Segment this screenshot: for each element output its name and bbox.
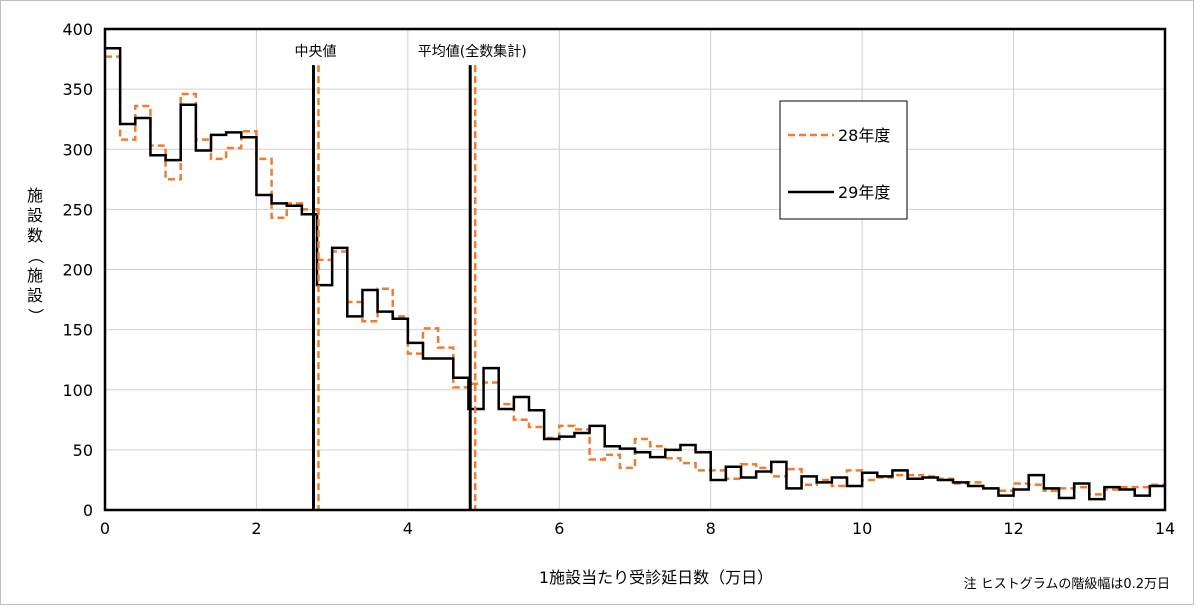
marker-label-2: 平均値(全数集計) <box>418 43 527 60</box>
x-tick-label-2: 4 <box>403 519 413 538</box>
y-axis-ticks: 0 50 100 150 200 250 300 350 400 <box>62 20 93 520</box>
y-tick-label-7: 350 <box>62 80 93 99</box>
y-axis-label: 施設数（施設） <box>26 186 45 324</box>
y-label-char-2: 数 <box>27 226 43 245</box>
y-tick-label-2: 100 <box>62 381 93 400</box>
x-tick-label-7: 14 <box>1155 519 1175 538</box>
y-label-char-0: 施 <box>27 186 43 205</box>
y-label-char-6: ） <box>26 308 45 324</box>
series-line-1 <box>105 55 1165 496</box>
x-tick-label-5: 10 <box>852 519 872 538</box>
series-layer <box>105 46 1165 501</box>
y-label-char-1: 設 <box>27 206 43 225</box>
footnote: 注 ヒストグラムの階級幅は0.2万日 <box>964 577 1170 592</box>
grid-lines <box>104 28 1166 511</box>
legend: 28年度 29年度 <box>779 100 908 220</box>
x-axis-ticks: 0 2 4 6 8 10 12 14 <box>100 519 1175 538</box>
x-tick-label-6: 12 <box>1003 519 1023 538</box>
x-tick-label-0: 0 <box>100 519 110 538</box>
plot-area-border <box>103 27 1167 512</box>
marker-label-1: 中央値 <box>294 44 336 60</box>
y-tick-label-3: 150 <box>62 321 93 340</box>
y-label-char-4: 施 <box>27 266 43 285</box>
legend-label-1: 28年度 <box>838 126 890 145</box>
marker-layer: 中央値 平均値(全数集計) <box>294 43 527 510</box>
series-line-2 <box>105 46 1165 501</box>
x-axis-label: 1施設当たり受診延日数（万日） <box>539 568 773 587</box>
legend-label-2: 29年度 <box>838 183 890 202</box>
y-tick-label-5: 250 <box>62 200 93 219</box>
y-label-char-3: （ <box>26 248 45 264</box>
y-label-char-5: 設 <box>27 286 43 305</box>
y-tick-label-8: 400 <box>62 20 93 39</box>
y-tick-label-0: 0 <box>83 501 93 520</box>
x-tick-label-3: 6 <box>554 519 564 538</box>
y-tick-label-1: 50 <box>73 441 93 460</box>
x-tick-label-4: 8 <box>706 519 716 538</box>
x-tick-label-1: 2 <box>251 519 261 538</box>
legend-box <box>779 100 908 220</box>
y-tick-label-6: 300 <box>62 140 93 159</box>
y-tick-label-4: 200 <box>62 261 93 280</box>
